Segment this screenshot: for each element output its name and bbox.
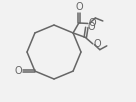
Text: O: O <box>88 18 96 28</box>
Text: O: O <box>75 2 83 12</box>
Text: O: O <box>93 39 101 49</box>
Text: O: O <box>88 22 95 32</box>
Text: O: O <box>15 66 22 76</box>
